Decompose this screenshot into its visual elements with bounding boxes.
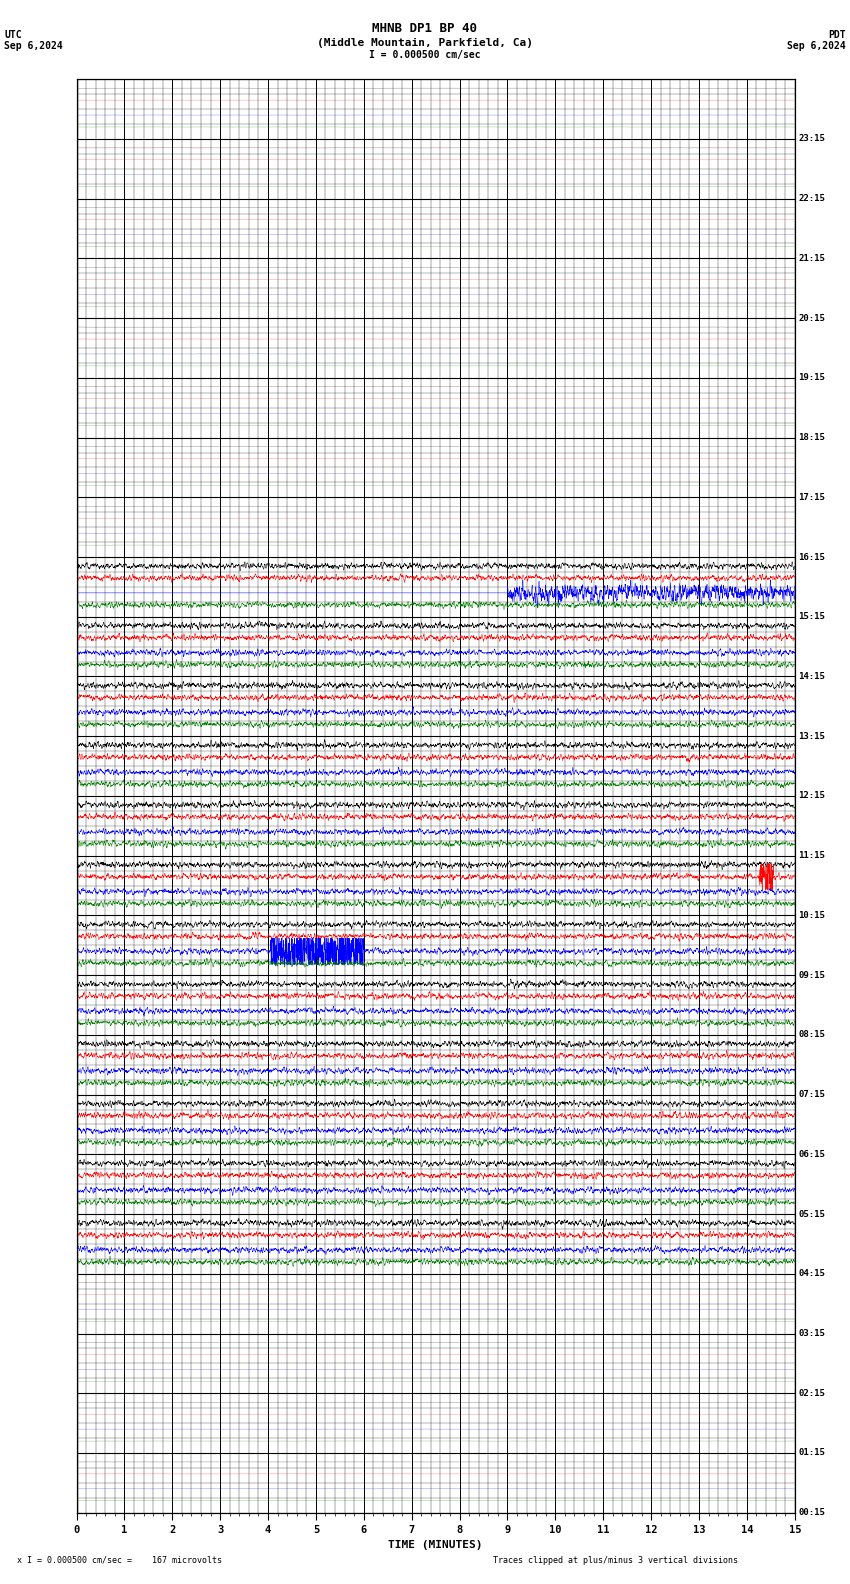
Text: Sep 6,2024: Sep 6,2024 — [787, 41, 846, 51]
Text: 16:15: 16:15 — [798, 553, 825, 562]
Text: 20:15: 20:15 — [798, 314, 825, 323]
Text: 04:15: 04:15 — [798, 1269, 825, 1278]
X-axis label: TIME (MINUTES): TIME (MINUTES) — [388, 1540, 483, 1551]
Text: 22:15: 22:15 — [798, 195, 825, 203]
Text: 10:15: 10:15 — [798, 911, 825, 920]
Text: I = 0.000500 cm/sec: I = 0.000500 cm/sec — [369, 51, 481, 60]
Text: 06:15: 06:15 — [798, 1150, 825, 1159]
Text: 07:15: 07:15 — [798, 1090, 825, 1099]
Text: Traces clipped at plus/minus 3 vertical divisions: Traces clipped at plus/minus 3 vertical … — [493, 1555, 738, 1565]
Text: 17:15: 17:15 — [798, 493, 825, 502]
Text: 15:15: 15:15 — [798, 613, 825, 621]
Text: 02:15: 02:15 — [798, 1389, 825, 1397]
Text: 01:15: 01:15 — [798, 1448, 825, 1457]
Text: MHNB DP1 BP 40: MHNB DP1 BP 40 — [372, 22, 478, 35]
Text: 08:15: 08:15 — [798, 1030, 825, 1039]
Text: 09:15: 09:15 — [798, 971, 825, 979]
Text: 03:15: 03:15 — [798, 1329, 825, 1338]
Text: Sep 6,2024: Sep 6,2024 — [4, 41, 63, 51]
Text: 18:15: 18:15 — [798, 432, 825, 442]
Text: 11:15: 11:15 — [798, 851, 825, 860]
Text: UTC: UTC — [4, 30, 22, 40]
Text: 05:15: 05:15 — [798, 1210, 825, 1218]
Text: 21:15: 21:15 — [798, 253, 825, 263]
Text: 14:15: 14:15 — [798, 672, 825, 681]
Text: 19:15: 19:15 — [798, 374, 825, 382]
Text: (Middle Mountain, Parkfield, Ca): (Middle Mountain, Parkfield, Ca) — [317, 38, 533, 48]
Text: PDT: PDT — [828, 30, 846, 40]
Text: 12:15: 12:15 — [798, 792, 825, 800]
Text: 23:15: 23:15 — [798, 135, 825, 144]
Text: 13:15: 13:15 — [798, 732, 825, 741]
Text: 00:15: 00:15 — [798, 1508, 825, 1517]
Text: x I = 0.000500 cm/sec =    167 microvolts: x I = 0.000500 cm/sec = 167 microvolts — [17, 1555, 222, 1565]
